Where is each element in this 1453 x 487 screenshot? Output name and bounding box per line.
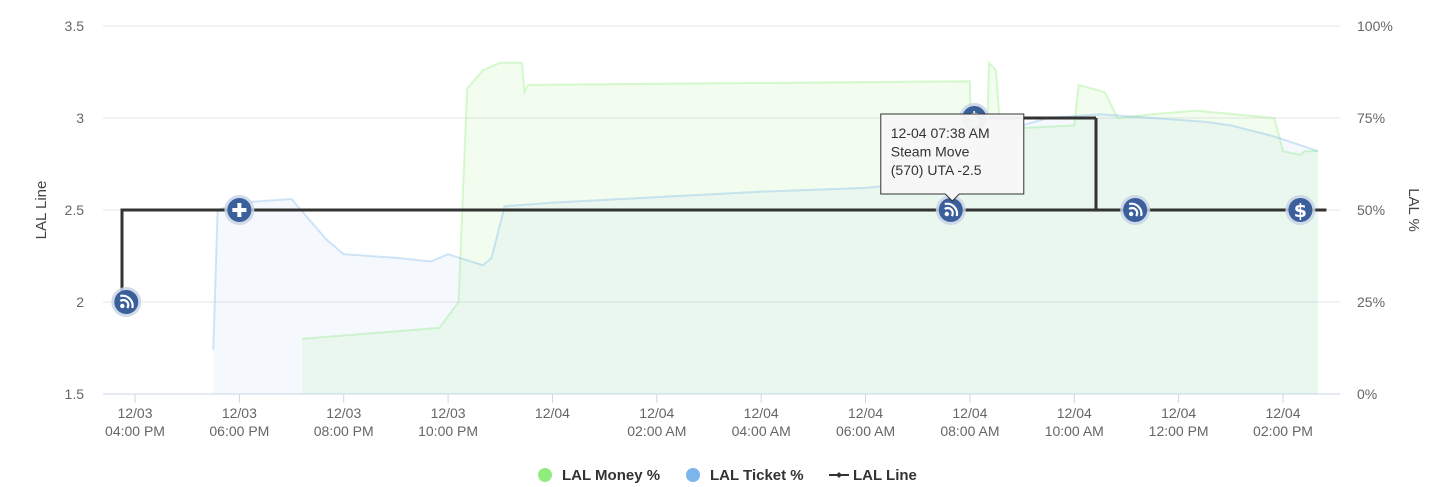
x-tick-time: 06:00 PM xyxy=(209,423,269,439)
x-tick-time: 02:00 PM xyxy=(1253,423,1313,439)
x-tick-time: 04:00 PM xyxy=(105,423,165,439)
plus-icon[interactable] xyxy=(224,195,255,225)
tooltip-box xyxy=(880,113,1025,202)
y-left-tick-label: 3 xyxy=(76,110,84,126)
y-axis-left-title: LAL Line xyxy=(33,181,50,240)
x-tick-date: 12/04 xyxy=(639,405,674,421)
tooltip: 12-04 07:38 AM Steam Move (570) UTA -2.5 xyxy=(880,113,1025,202)
y-right-tick-label: 100% xyxy=(1357,18,1393,34)
x-tick-date: 12/04 xyxy=(952,405,987,421)
lal-line-series xyxy=(120,116,1327,302)
y-axis-left: 1.5 2 2.5 3 3.5 xyxy=(65,18,85,402)
x-tick-time: 10:00 AM xyxy=(1045,423,1104,439)
x-tick-date: 12/03 xyxy=(222,405,257,421)
legend-item[interactable]: LAL Ticket % xyxy=(686,467,804,484)
x-tick-date: 12/04 xyxy=(848,405,883,421)
tooltip-line: (570) UTA -2.5 xyxy=(891,162,982,178)
x-tick-date: 12/03 xyxy=(431,405,466,421)
legend-label: LAL Money % xyxy=(562,467,660,484)
y-left-tick-label: 2 xyxy=(76,294,84,310)
x-tick-time: 06:00 AM xyxy=(836,423,895,439)
legend-label: LAL Line xyxy=(853,467,917,484)
legend-item[interactable]: LAL Line xyxy=(829,467,917,484)
y-left-tick-label: 2.5 xyxy=(65,202,85,218)
x-tick-date: 12/04 xyxy=(1057,405,1092,421)
ticket-line xyxy=(212,113,1319,350)
legend: LAL Money % LAL Ticket % LAL Line xyxy=(538,467,917,484)
dollar-icon[interactable]: $ xyxy=(1285,195,1316,225)
legend-dot xyxy=(538,468,552,482)
y-right-tick-label: 0% xyxy=(1357,386,1377,402)
lal-line xyxy=(120,116,1327,302)
x-tick-time: 10:00 PM xyxy=(418,423,478,439)
x-tick-date: 12/04 xyxy=(1161,405,1196,421)
area-series xyxy=(212,60,1319,395)
ticket-area xyxy=(213,114,1318,395)
rss-icon[interactable] xyxy=(1120,195,1151,225)
x-tick-date: 12/03 xyxy=(326,405,361,421)
x-tick-date: 12/03 xyxy=(117,405,152,421)
y-right-tick-label: 75% xyxy=(1357,110,1385,126)
rss-icon[interactable] xyxy=(935,195,966,225)
legend-dot xyxy=(686,468,700,482)
y-axis-right-title: LAL % xyxy=(1405,188,1422,232)
money-line xyxy=(301,60,1318,340)
rss-icon[interactable] xyxy=(111,287,142,317)
y-left-tick-label: 1.5 xyxy=(65,386,85,402)
y-axis-right: 0% 25% 50% 75% 100% xyxy=(1357,18,1393,402)
x-tick-time: 08:00 PM xyxy=(314,423,374,439)
x-tick-date: 12/04 xyxy=(1265,405,1300,421)
tooltip-line: Steam Move xyxy=(891,144,970,160)
x-tick-time: 12:00 PM xyxy=(1149,423,1209,439)
money-area xyxy=(302,62,1318,395)
legend-item[interactable]: LAL Money % xyxy=(538,467,660,484)
y-right-tick-label: 25% xyxy=(1357,294,1385,310)
x-tick-time: 02:00 AM xyxy=(627,423,686,439)
x-tick-time: 04:00 AM xyxy=(732,423,791,439)
x-tick-date: 12/04 xyxy=(744,405,779,421)
svg-text:$: $ xyxy=(1294,200,1307,222)
x-tick-date: 12/04 xyxy=(535,405,570,421)
tooltip-line: 12-04 07:38 AM xyxy=(891,125,990,141)
y-left-tick-label: 3.5 xyxy=(65,18,85,34)
y-right-tick-label: 50% xyxy=(1357,202,1385,218)
legend-label: LAL Ticket % xyxy=(710,467,804,484)
x-tick-time: 08:00 AM xyxy=(940,423,999,439)
x-axis: 12/03 04:00 PM 12/03 06:00 PM 12/03 08:00 PM 1… xyxy=(105,394,1313,439)
